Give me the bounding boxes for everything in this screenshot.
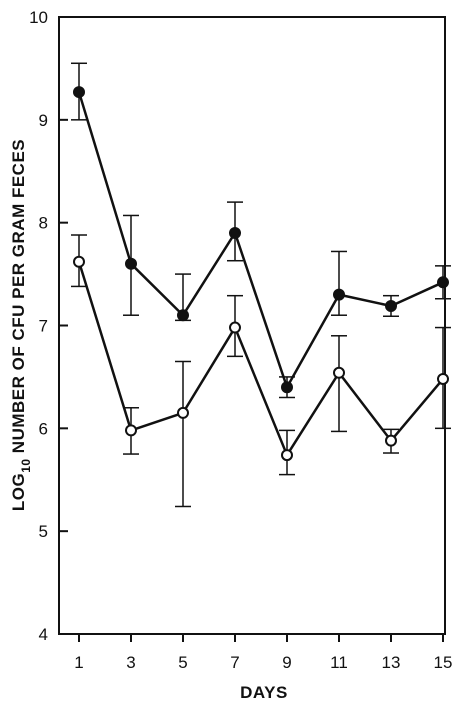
y-axis-title-rest: NUMBER OF CFU PER GRAM FECES: [9, 139, 28, 459]
x-tick-label: 5: [178, 653, 187, 672]
y-tick-label: 4: [39, 625, 48, 644]
open-series-point: [125, 424, 137, 437]
y-tick-label: 10: [29, 8, 48, 27]
series-markers: [73, 86, 449, 462]
series-lines: [77, 91, 444, 457]
filled-series-point: [333, 288, 345, 301]
plot-frame: [58, 16, 446, 635]
open-series-point: [437, 372, 449, 385]
x-tick-label: 1: [74, 653, 83, 672]
open-series-point: [177, 406, 189, 419]
filled-series-point: [281, 381, 293, 394]
y-axis-title-prefix: LOG: [9, 473, 28, 511]
filled-series-point: [229, 226, 241, 239]
filled-series-point: [385, 299, 397, 312]
plot-border: [58, 16, 446, 635]
open-series-point: [281, 449, 293, 462]
y-axis-title: LOG10 NUMBER OF CFU PER GRAM FECES: [9, 139, 33, 511]
filled-series-point: [125, 257, 137, 270]
filled-series-point: [73, 86, 85, 99]
filled-series-point: [437, 276, 449, 289]
open-series-point: [385, 434, 397, 447]
x-tick-label: 3: [126, 653, 135, 672]
x-tick-label: 13: [382, 653, 401, 672]
axis-ticks: [59, 16, 444, 642]
x-tick-label: 11: [330, 653, 348, 672]
open-series-point: [333, 366, 345, 379]
open-series-point: [73, 255, 85, 268]
y-tick-label: 7: [39, 317, 48, 336]
y-tick-label: 9: [39, 111, 48, 130]
filled-series-line: [77, 91, 444, 389]
x-tick-label: 7: [230, 653, 239, 672]
open-series-point: [229, 321, 241, 334]
open-series-line: [77, 261, 444, 457]
x-tick-label: 15: [434, 653, 453, 672]
x-axis-title: DAYS: [240, 683, 288, 702]
filled-series-point: [177, 309, 189, 322]
y-axis-title-subscript: 10: [19, 458, 33, 472]
y-tick-label: 8: [39, 214, 48, 233]
y-tick-label: 5: [39, 522, 48, 541]
y-tick-label: 6: [39, 419, 48, 438]
x-tick-label: 9: [282, 653, 291, 672]
